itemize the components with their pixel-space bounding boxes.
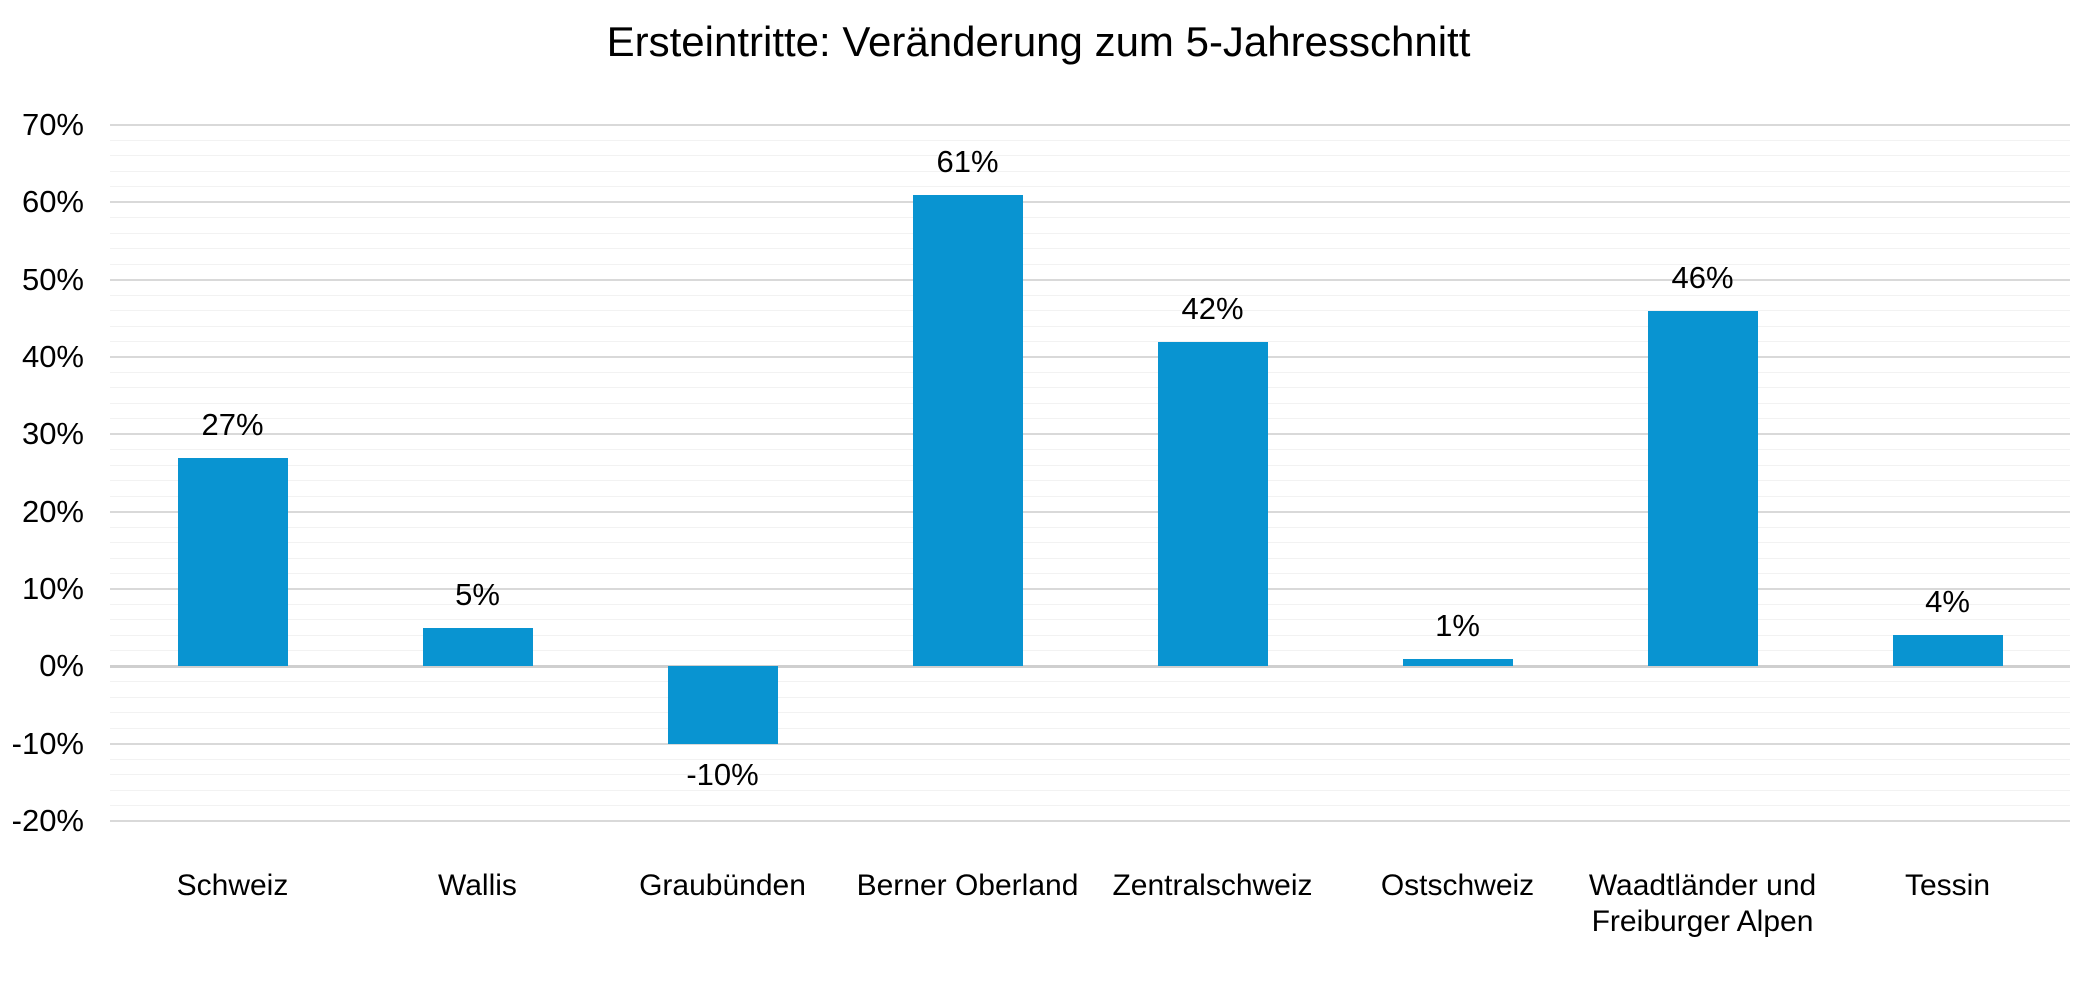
minor-gridline-36 [110, 387, 2070, 389]
bar-wallis [422, 627, 533, 667]
y-tick-label-60: 60% [21, 184, 84, 220]
minor-gridline--18 [110, 805, 2070, 807]
minor-gridline--8 [110, 727, 2070, 729]
minor-gridline--2 [110, 681, 2070, 683]
y-tick-label-0: 0% [39, 648, 84, 684]
major-gridline--20 [110, 820, 2070, 822]
minor-gridline-48 [110, 294, 2070, 296]
x-label-waadtländer-und-freiburger-alpen: Waadtländer und Freiburger Alpen [1588, 869, 1817, 938]
x-label-graubünden: Graubünden [639, 869, 806, 902]
minor-gridline-38 [110, 371, 2070, 373]
zero-gridline [110, 664, 2070, 668]
data-label-wallis: 5% [455, 576, 500, 612]
data-label-schweiz: 27% [201, 406, 264, 442]
minor-gridline-12 [110, 573, 2070, 575]
minor-gridline-2 [110, 650, 2070, 652]
minor-gridline-8 [110, 603, 2070, 605]
minor-gridline-14 [110, 557, 2070, 559]
x-label-zentralschweiz: Zentralschweiz [1112, 869, 1313, 902]
minor-gridline-6 [110, 619, 2070, 621]
minor-gridline--4 [110, 696, 2070, 698]
y-tick-label--20: -20% [11, 803, 84, 838]
minor-gridline-34 [110, 402, 2070, 404]
minor-gridline-24 [110, 480, 2070, 482]
minor-gridline-64 [110, 170, 2070, 172]
minor-gridline-46 [110, 310, 2070, 312]
minor-gridline--16 [110, 789, 2070, 791]
y-tick-label--10: -10% [11, 725, 84, 761]
y-tick-label-20: 20% [21, 493, 84, 529]
x-label-ostschweiz: Ostschweiz [1380, 869, 1535, 902]
data-label-ostschweiz: 1% [1435, 607, 1480, 643]
x-label-schweiz: Schweiz [176, 869, 289, 902]
bar-ostschweiz [1402, 658, 1513, 667]
bar-schweiz [177, 457, 288, 667]
x-label-berner-oberland: Berner Oberland [856, 869, 1079, 902]
bar-berner-oberland [912, 194, 1023, 667]
major-gridline-50 [110, 278, 2070, 281]
data-label-tessin: 4% [1925, 584, 1970, 620]
chart-title: Ersteintritte: Veränderung zum 5-Jahress… [606, 18, 1471, 65]
minor-gridline-68 [110, 139, 2070, 141]
minor-gridline-32 [110, 418, 2070, 420]
minor-gridline-62 [110, 186, 2070, 188]
minor-gridline--14 [110, 774, 2070, 776]
plot-area: 27% 5% -10% 61% 42% 1% 46% 4% [110, 124, 2070, 822]
minor-gridline-66 [110, 155, 2070, 157]
data-label-berner-oberland: 61% [936, 143, 999, 179]
data-label-graubünden: -10% [686, 756, 759, 792]
minor-gridline-52 [110, 263, 2070, 265]
y-tick-label-10: 10% [21, 571, 84, 606]
minor-gridline-28 [110, 449, 2070, 451]
major-gridline--10 [110, 742, 2070, 745]
data-label-zentralschweiz: 42% [1181, 290, 1244, 326]
minor-gridline-16 [110, 542, 2070, 544]
major-gridline-20 [110, 510, 2070, 513]
major-gridline-40 [110, 356, 2070, 358]
major-gridline-60 [110, 201, 2070, 204]
data-label-waadtländer-und-freiburger-alpen: 46% [1671, 259, 1734, 295]
x-label-wallis: Wallis [438, 869, 517, 902]
y-tick-label-50: 50% [21, 261, 84, 297]
minor-gridline-26 [110, 464, 2070, 466]
minor-gridline--6 [110, 712, 2070, 714]
minor-gridline-58 [110, 217, 2070, 219]
major-gridline-10 [110, 588, 2070, 590]
y-tick-label-40: 40% [21, 339, 84, 374]
minor-gridline-54 [110, 248, 2070, 250]
y-tick-label-70: 70% [21, 107, 84, 142]
minor-gridline-18 [110, 526, 2070, 528]
minor-gridline-22 [110, 495, 2070, 497]
major-gridline-30 [110, 433, 2070, 436]
bar-waadtländer-und-freiburger-alpen [1647, 310, 1758, 667]
minor-gridline-56 [110, 232, 2070, 234]
minor-gridline-44 [110, 325, 2070, 327]
minor-gridline--12 [110, 758, 2070, 760]
bar-graubünden [667, 666, 778, 744]
bar-zentralschweiz [1157, 341, 1268, 667]
minor-gridline-4 [110, 634, 2070, 636]
y-tick-label-30: 30% [21, 416, 84, 452]
major-gridline-70 [110, 124, 2070, 126]
minor-gridline-42 [110, 341, 2070, 343]
bar-tessin [1892, 635, 2003, 667]
x-label-tessin: Tessin [1904, 869, 1991, 902]
